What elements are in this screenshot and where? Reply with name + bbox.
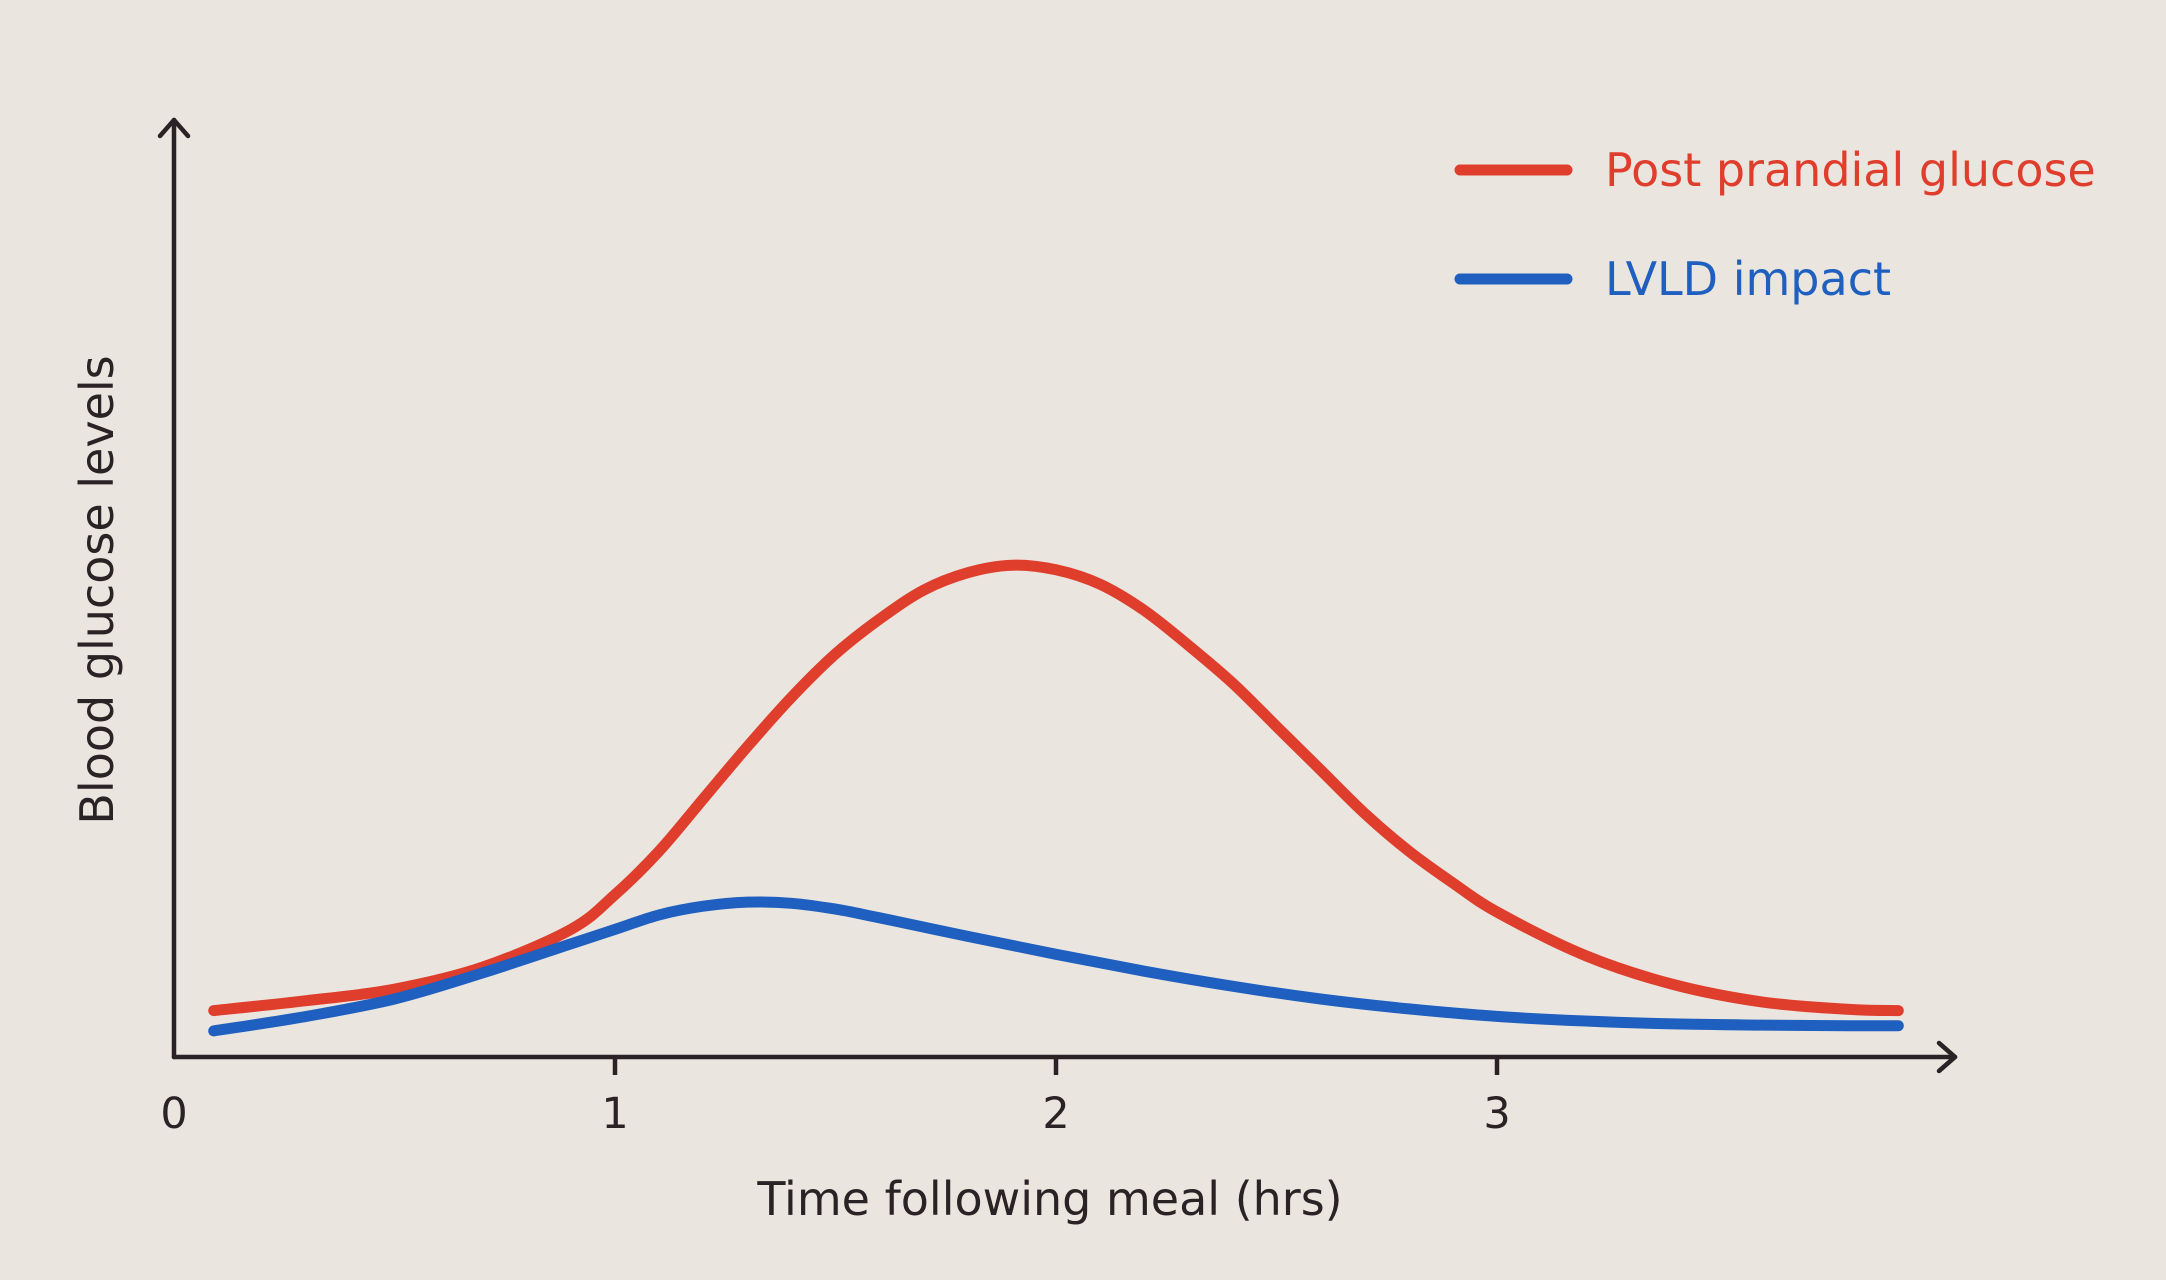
x-tick-label: 2 [1042, 1089, 1069, 1139]
legend: Post prandial glucose LVLD impact [1454, 143, 2096, 306]
x-tick-label: 3 [1483, 1089, 1510, 1139]
series-group [208, 559, 1904, 1037]
axes [157, 117, 1958, 1074]
legend-label-lvld-impact: LVLD impact [1605, 252, 1891, 306]
series-line-post-prandial-glucose [208, 559, 1904, 1017]
series-line-lvld-impact [208, 896, 1904, 1037]
y-axis-arrow-icon [157, 117, 191, 139]
x-tick-label: 0 [160, 1089, 187, 1139]
x-axis-arrow-icon [1936, 1040, 1958, 1074]
legend-label-post-prandial-glucose: Post prandial glucose [1605, 143, 2096, 197]
x-axis-title: Time following meal (hrs) [756, 1172, 1342, 1226]
x-tick-label: 1 [601, 1089, 628, 1139]
y-axis-title: Blood glucose levels [70, 355, 124, 824]
x-ticks: 0 1 2 3 [160, 1057, 1511, 1139]
